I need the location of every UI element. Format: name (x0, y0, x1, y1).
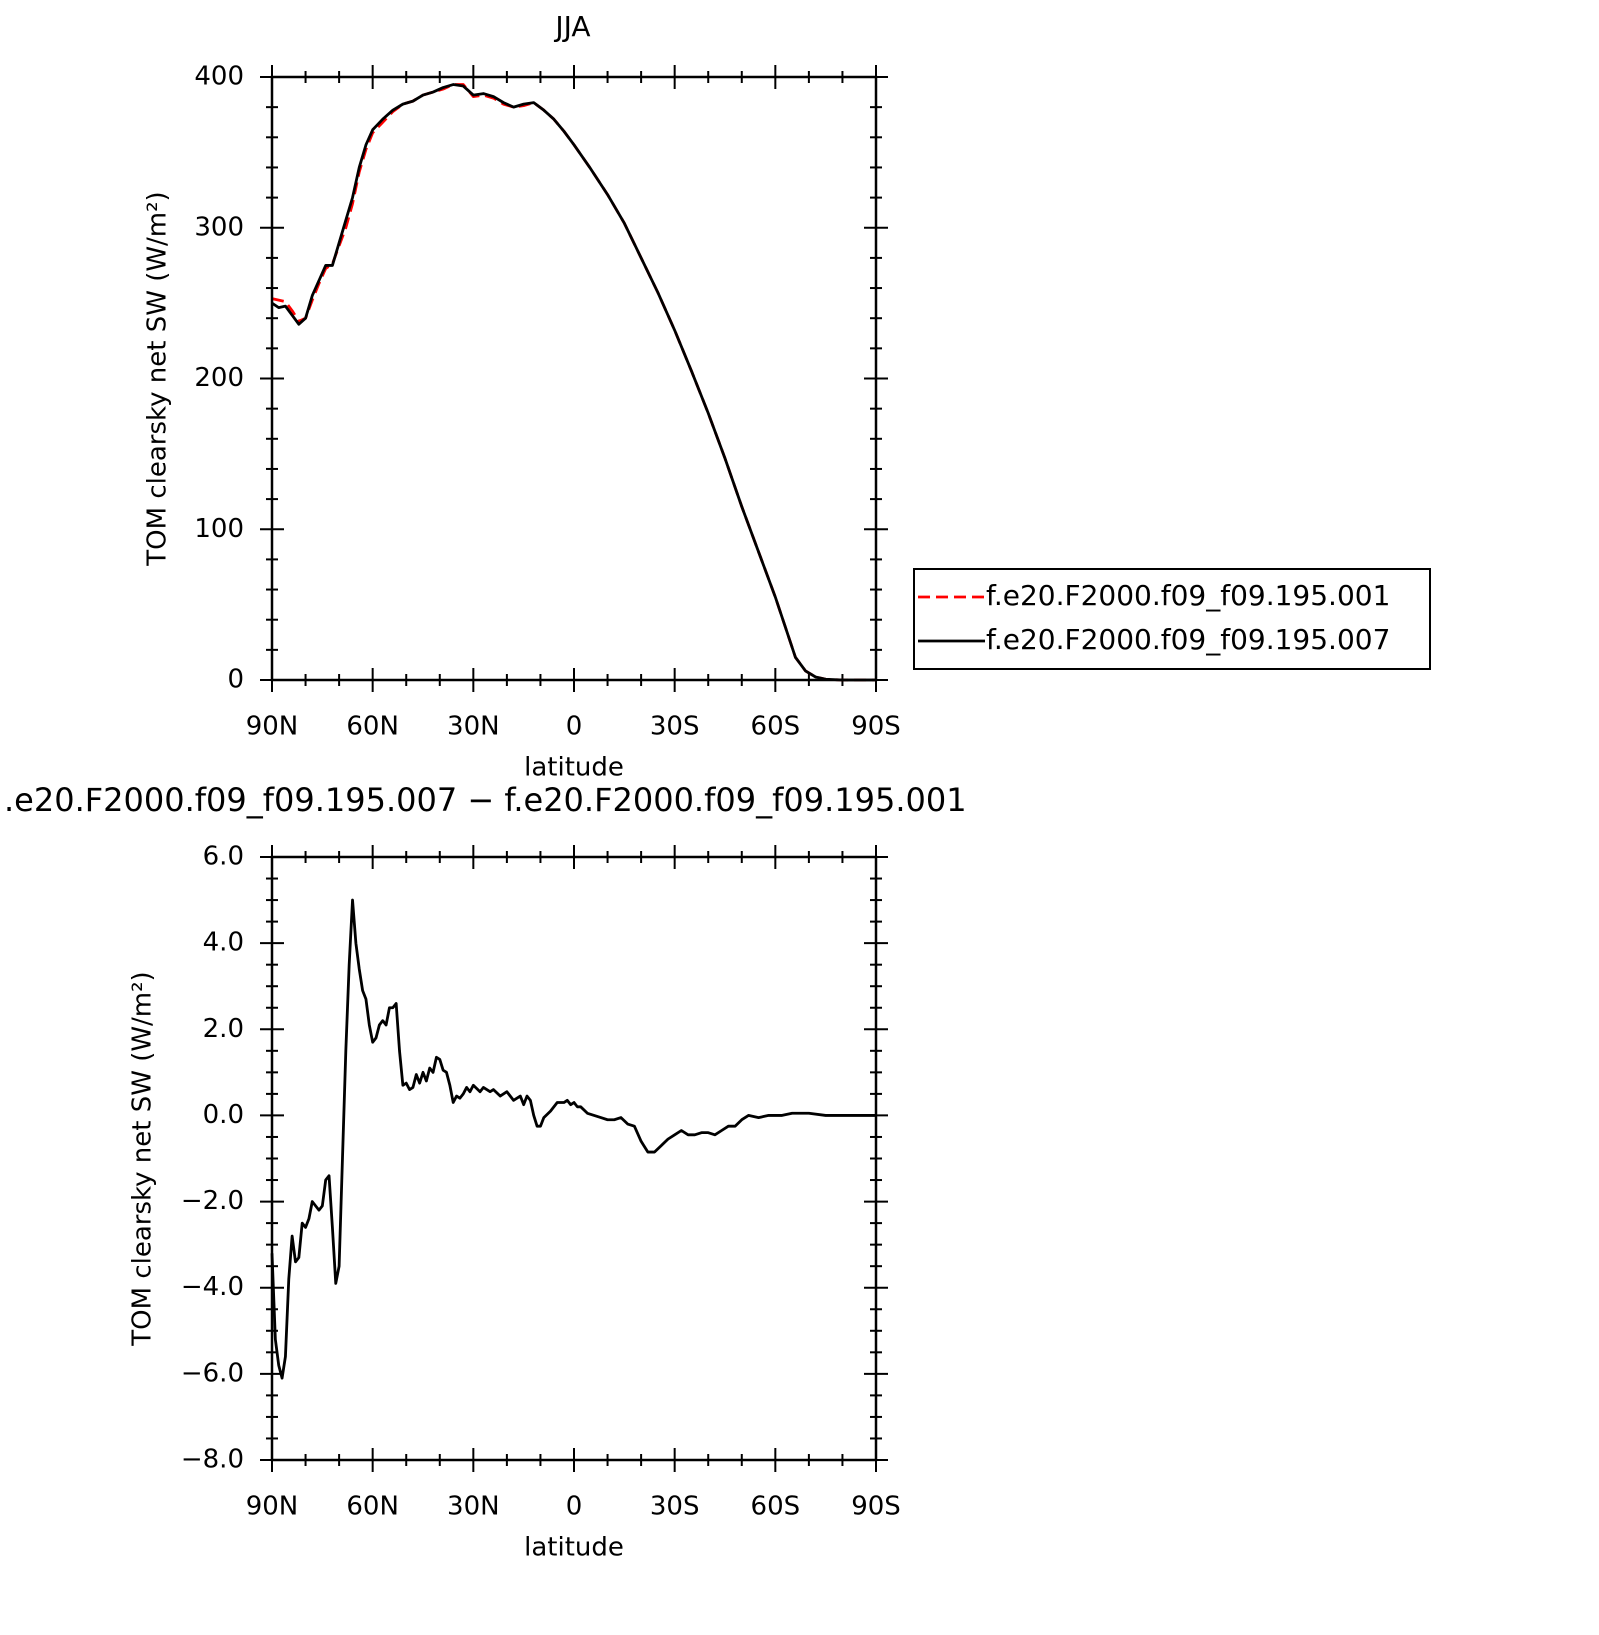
x-tick-label: 90N (246, 1492, 299, 1522)
data-line (271, 83, 876, 682)
y-tick-label: 4.0 (203, 928, 244, 958)
x-tick-label: 90N (246, 712, 299, 742)
x-tick-label: 90S (851, 712, 901, 742)
y-tick-label: 0 (227, 665, 244, 695)
y-tick-label: 100 (194, 514, 244, 544)
x-tick-label: 0 (566, 712, 583, 742)
x-tick-label: 0 (566, 1492, 583, 1522)
legend: f.e20.F2000.f09_f09.195.001 f.e20.F2000.f… (913, 568, 1431, 670)
x-tick-label: 60S (751, 712, 801, 742)
y-tick-label: −2.0 (181, 1186, 244, 1216)
data-line (271, 83, 876, 682)
chart-title: JJA (553, 10, 590, 43)
chart-title: .e20.F2000.f09_f09.195.007 − f.e20.F2000… (4, 781, 967, 819)
x-tick-label: 30S (650, 712, 700, 742)
plot: JJA latitude TOM clearsky net SW (W/m²) 0 10… (143, 10, 1431, 783)
y-tick-label: 300 (194, 212, 244, 242)
data-line (270, 898, 876, 1380)
x-axis-label: latitude (524, 1533, 624, 1563)
y-tick-label: −8.0 (181, 1445, 244, 1475)
x-tick-label: 60S (751, 1492, 801, 1522)
x-axis-label: latitude (524, 753, 624, 783)
y-axis-label: TOM clearsky net SW (W/m²) (143, 191, 173, 566)
plot: .e20.F2000.f09_f09.195.007 − f.e20.F2000… (4, 781, 967, 1563)
x-tick-label: 60N (346, 1492, 399, 1522)
y-tick-label: 6.0 (203, 842, 244, 872)
y-tick-label: −6.0 (181, 1358, 244, 1388)
plot-frame (270, 75, 878, 682)
x-tick-label: 30N (447, 1492, 500, 1522)
y-tick-label: 200 (194, 363, 244, 393)
y-axis-label: TOM clearsky net SW (W/m²) (128, 971, 158, 1346)
y-tick-label: 400 (194, 62, 244, 92)
plot-frame (270, 855, 878, 1462)
y-tick-label: 0.0 (203, 1100, 244, 1130)
x-tick-label: 30N (447, 712, 500, 742)
legend-label: f.e20.F2000.f09_f09.195.001 (986, 579, 1390, 612)
x-tick-label: 60N (346, 712, 399, 742)
legend-box (913, 568, 1431, 670)
legend-label: f.e20.F2000.f09_f09.195.007 (986, 623, 1390, 656)
y-tick-label: −4.0 (181, 1272, 244, 1302)
x-tick-label: 90S (851, 1492, 901, 1522)
y-tick-label: 2.0 (203, 1014, 244, 1044)
x-tick-label: 30S (650, 1492, 700, 1522)
